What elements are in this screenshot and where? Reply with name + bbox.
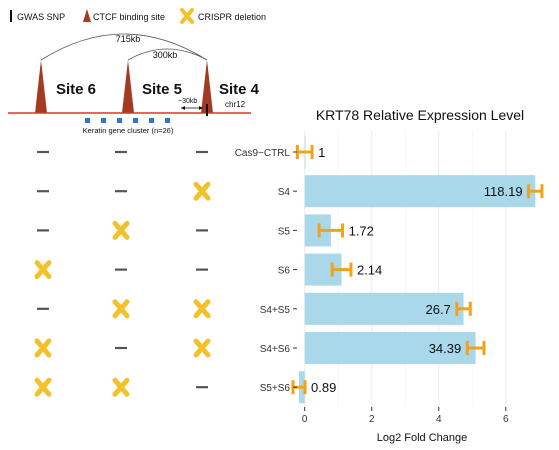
keratin-cluster-label: Keratin gene cluster (n=26) (83, 126, 174, 135)
ctcf-peak-icon (83, 9, 91, 22)
bar (304, 175, 536, 208)
x-tick-label: 4 (436, 414, 442, 425)
value-label: 2.14 (357, 263, 382, 278)
category-label: Cas9−CTRL (235, 148, 291, 159)
ctcf-peak-site5 (122, 60, 134, 113)
category-label: S5 (278, 226, 291, 237)
x-tick-label: 6 (503, 414, 509, 425)
arrow-head-left (181, 106, 185, 110)
value-label: 34.39 (429, 341, 462, 356)
site4-label: Site 4 (219, 81, 260, 98)
category-label: S6 (278, 266, 291, 277)
site6-label: Site 6 (56, 81, 96, 98)
crispr-deletion-icon (193, 181, 211, 201)
keratin-cluster (85, 118, 170, 123)
crispr-deletion-icon (34, 338, 52, 358)
value-label: 0.89 (311, 380, 336, 395)
cluster-gene (117, 118, 122, 123)
gwas-snp-icon (10, 10, 12, 22)
legend: GWAS SNP CTCF binding site CRISPR deleti… (10, 8, 266, 24)
span-300kb-label: 300kb (153, 50, 178, 60)
error-bars (291, 145, 544, 395)
cluster-gene (165, 118, 170, 123)
category-label: S4 (278, 187, 291, 198)
legend-crispr-label: CRISPR deletion (198, 12, 266, 22)
arc-715kb (40, 33, 208, 61)
cluster-gene (101, 118, 106, 123)
x-tick-label: 2 (369, 414, 375, 425)
crispr-cross-icon (180, 8, 194, 24)
bar (304, 292, 464, 325)
crispr-deletion-icon (112, 377, 130, 397)
bars (299, 136, 536, 404)
crispr-deletion-icon (193, 299, 211, 319)
crispr-deletion-icon (34, 260, 52, 280)
value-labels: 1 118.19 1.72 2.14 26.7 34.39 0.89 (311, 145, 523, 395)
site5-label: Site 5 (142, 81, 182, 98)
chr-label: chr12 (225, 100, 246, 109)
legend-gwas-label: GWAS SNP (17, 12, 65, 22)
locus-diagram: 715kb 300kb Site 6 Site 5 Site 4 ~30kb c… (8, 33, 260, 135)
cluster-gene (149, 118, 154, 123)
crispr-deletion-icon (34, 377, 52, 397)
cluster-gene (133, 118, 138, 123)
x-tick-label: 0 (302, 414, 308, 425)
value-label: 118.19 (484, 184, 523, 199)
ctcf-peak-site4 (201, 60, 213, 113)
deletion-matrix (34, 150, 211, 397)
crispr-deletion-icon (112, 220, 130, 240)
crispr-deletion-icon (193, 338, 211, 358)
category-label: S4+S5 (260, 305, 291, 316)
expression-chart: KRT78 Relative Expression Level 1118.191… (235, 107, 546, 444)
span-30kb-label: ~30kb (178, 98, 197, 105)
chart-title: KRT78 Relative Expression Level (316, 107, 524, 123)
category-label: S5+S6 (260, 383, 291, 394)
bar (304, 332, 476, 364)
arrow-head-right (199, 106, 203, 110)
arc-300kb (127, 48, 208, 61)
crispr-deletion-icon (112, 299, 130, 319)
value-label: 26.7 (426, 302, 451, 317)
cluster-gene (85, 118, 90, 123)
legend-ctcf-label: CTCF binding site (93, 12, 165, 22)
x-axis: 0 2 4 6 (302, 407, 509, 425)
span-715kb-label: 715kb (116, 34, 141, 44)
y-axis: Cas9−CTRL S4 S5 S6 S4+S5 S4+S6 S5+S6 (235, 148, 297, 394)
value-label: 1 (318, 145, 325, 160)
x-axis-label: Log2 Fold Change (377, 432, 468, 444)
ctcf-peak-site6 (35, 60, 47, 113)
value-label: 1.72 (349, 223, 374, 238)
gwas-snp-marker (206, 104, 208, 116)
category-label: S4+S6 (260, 344, 291, 355)
